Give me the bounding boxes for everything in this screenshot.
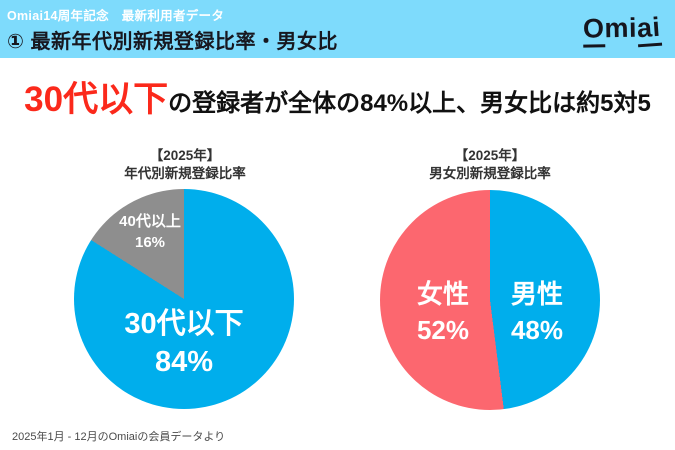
gender-pie-chart: 女性 52% 男性 48% (380, 190, 600, 410)
logo-part-ai: ai (636, 11, 663, 48)
gender-slice-value-female: 52% (416, 315, 470, 345)
age-chart-title-year: 【2025年】 (149, 148, 221, 163)
age-slice-value-30s: 84% (154, 346, 214, 378)
header-bar: Omiai14周年記念 最新利用者データ ① 最新年代別新規登録比率・男女比 O… (0, 0, 675, 58)
gender-chart-title-label: 男女別新規登録比率 (429, 166, 551, 181)
logo-part-o: O (583, 13, 606, 48)
gender-chart-title: 【2025年】 男女別新規登録比率 (350, 147, 630, 183)
gender-pie-slice-label-female: 女性 52% (392, 276, 494, 348)
age-chart-title-label: 年代別新規登録比率 (124, 166, 246, 181)
gender-chart-title-year: 【2025年】 (454, 148, 526, 163)
gender-slice-name-female: 女性 (416, 279, 469, 309)
age-pie-slice-label-30s: 30代以下 84% (74, 305, 294, 381)
gender-slice-value-male: 48% (510, 315, 564, 345)
headline: 30代以下の登録者が全体の84%以上、男女比は約5対5 (0, 76, 675, 131)
gender-slice-name-male: 男性 (510, 279, 563, 309)
headline-rest: の登録者が全体の84%以上、男女比は約5対5 (168, 90, 651, 117)
age-slice-name-30s: 30代以下 (124, 308, 244, 340)
omiai-logo: Omiai (583, 11, 663, 48)
age-pie-chart: 40代以上 16% 30代以下 84% (74, 189, 294, 409)
gender-pie-slice-label-male: 男性 48% (486, 276, 588, 348)
logo-part-mi: mi (604, 12, 638, 44)
age-slice-name-40s: 40代以上 (119, 213, 181, 230)
header-eyebrow: Omiai14周年記念 最新利用者データ (7, 9, 225, 23)
age-slice-value-40s: 16% (134, 234, 166, 251)
age-chart-title: 【2025年】 年代別新規登録比率 (45, 147, 325, 183)
page-title: ① 最新年代別新規登録比率・男女比 (7, 31, 338, 53)
source-note: 2025年1月 - 12月のOmiaiの会員データより (12, 431, 226, 443)
headline-highlight: 30代以下 (24, 80, 169, 119)
age-pie-slice-label-40s: 40代以上 16% (90, 211, 210, 253)
